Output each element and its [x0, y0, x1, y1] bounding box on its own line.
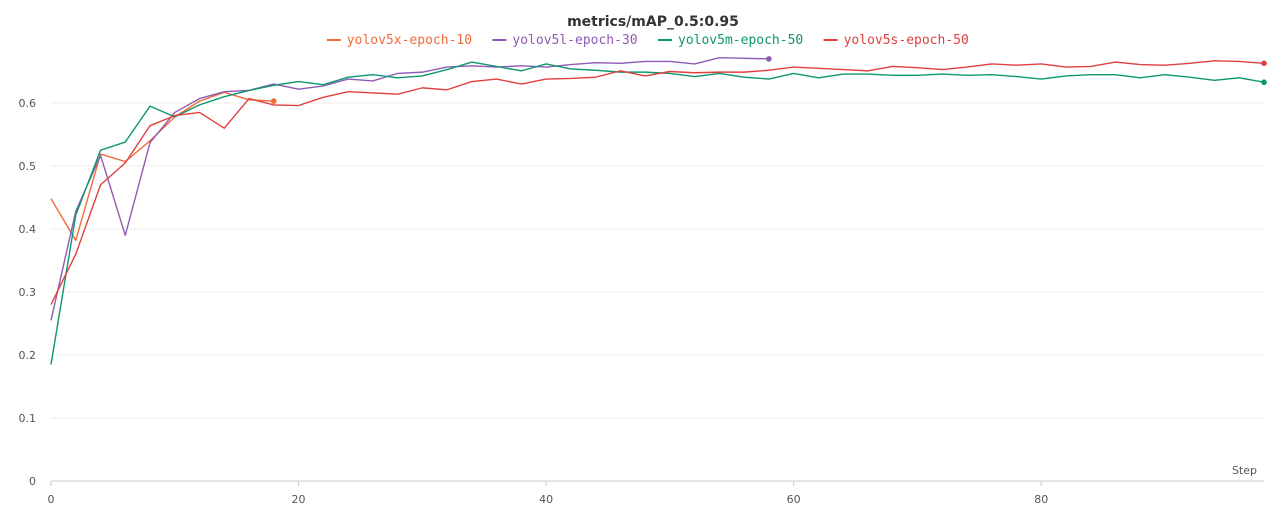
legend-item[interactable]: yolov5x-epoch-10: [326, 33, 472, 48]
legend-label: yolov5s-epoch-50: [844, 33, 969, 48]
series-end-point: [1261, 79, 1267, 86]
y-tick-label: 0.3: [19, 286, 37, 299]
x-tick-label: 80: [1034, 493, 1048, 506]
y-tick-label: 0.5: [19, 160, 37, 173]
series-line-yolov5m-epoch-50: [50, 61, 1265, 365]
legend-label: yolov5m-epoch-50: [678, 33, 803, 48]
axes: 0 0.1 0.2 0.3 0.4 0.5 0.6 0 20 40 60 80: [19, 97, 1264, 506]
y-tick-label: 0: [29, 475, 36, 488]
x-tick-label: 20: [292, 493, 306, 506]
series-end-point: [1261, 60, 1267, 67]
grid: [51, 102, 1264, 419]
x-axis-label: Step: [1232, 464, 1257, 477]
legend-item[interactable]: yolov5l-epoch-30: [492, 33, 638, 48]
series-end-point: [766, 56, 772, 62]
legend-label: yolov5l-epoch-30: [512, 33, 637, 48]
series-end-point: [270, 98, 277, 104]
chart-title: metrics/mAP_0.5:0.95: [567, 14, 739, 30]
legend: yolov5x-epoch-10 yolov5l-epoch-30 yolov5m-…: [326, 33, 969, 48]
series-line-yolov5l-epoch-30: [50, 56, 769, 321]
series-line-yolov5s-epoch-50: [50, 60, 1265, 305]
x-tick-label: 40: [539, 493, 553, 506]
y-tick-label: 0.2: [19, 349, 37, 362]
y-tick-label: 0.6: [19, 97, 37, 110]
legend-label: yolov5x-epoch-10: [347, 33, 472, 48]
series-group: [50, 56, 1267, 365]
y-tick-label: 0.4: [19, 223, 37, 236]
x-tick-label: 0: [48, 493, 55, 506]
series-line-yolov5x-epoch-10: [50, 91, 274, 242]
legend-item[interactable]: yolov5m-epoch-50: [658, 33, 803, 48]
x-tick-label: 60: [787, 493, 801, 506]
legend-item[interactable]: yolov5s-epoch-50: [823, 33, 969, 48]
y-tick-label: 0.1: [19, 412, 37, 425]
